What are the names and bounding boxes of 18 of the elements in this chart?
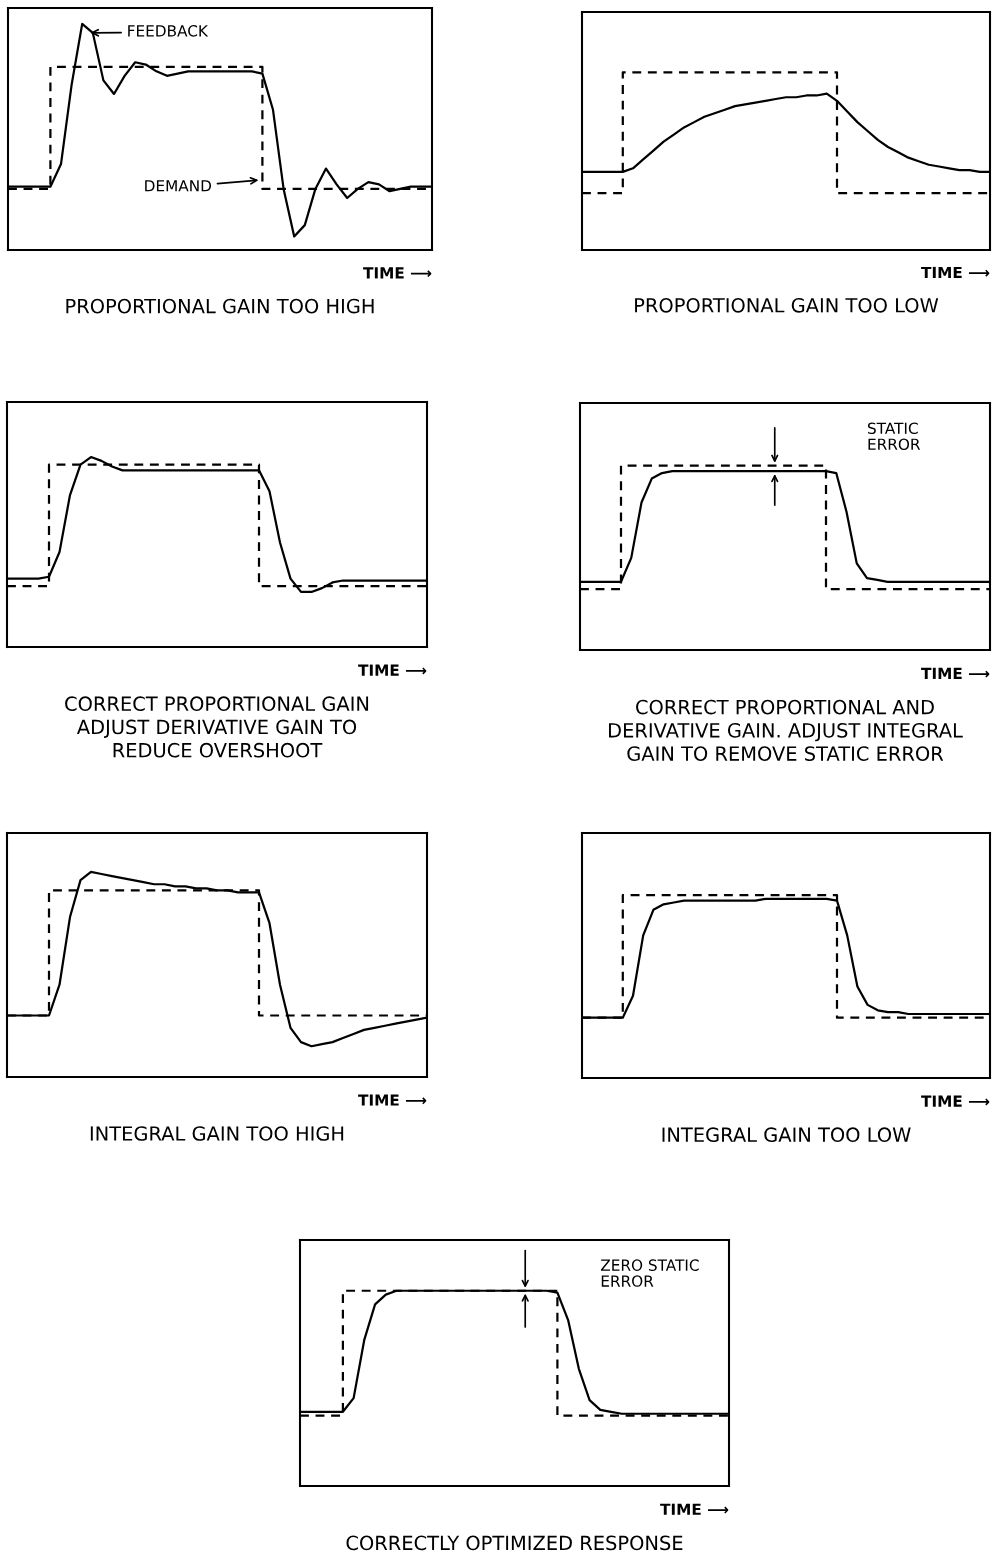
text: PROPORTIONAL GAIN TOO HIGH (66, 298, 374, 314)
x-axis-title: TIME ⟶ (921, 1095, 990, 1107)
text: CORRECT PROPORTIONAL GAIN ADJUST DERIVATIVE GAIN TO REDUCE OVERSHOOT (65, 696, 369, 758)
text: STATIC ERROR (868, 422, 921, 450)
x-axis-title: TIME ⟶ (921, 667, 990, 679)
text: INTEGRAL GAIN TOO LOW (662, 1127, 911, 1143)
x-axis-title: TIME ⟶ (921, 266, 990, 279)
text: CORRECT PROPORTIONAL AND DERIVATIVE GAIN. ADJUST INTEGRAL GAIN TO REMOVE STATIC ERROR (609, 699, 963, 761)
text: ZERO STATIC ERROR (600, 1259, 699, 1287)
text: PROPORTIONAL GAIN TOO LOW (635, 297, 939, 313)
annotation: FEEDBACK (128, 25, 209, 37)
x-axis-title: TIME ⟶ (363, 267, 432, 279)
text: INTEGRAL GAIN TOO HIGH (90, 1126, 344, 1141)
annotation: DEMAND (145, 180, 212, 192)
x-axis-title: TIME ⟶ (660, 1503, 729, 1515)
text: CORRECTLY OPTIMIZED RESPONSE (346, 1535, 683, 1551)
x-axis-title: TIME ⟶ (358, 1094, 427, 1106)
x-axis-title: TIME ⟶ (358, 664, 427, 676)
